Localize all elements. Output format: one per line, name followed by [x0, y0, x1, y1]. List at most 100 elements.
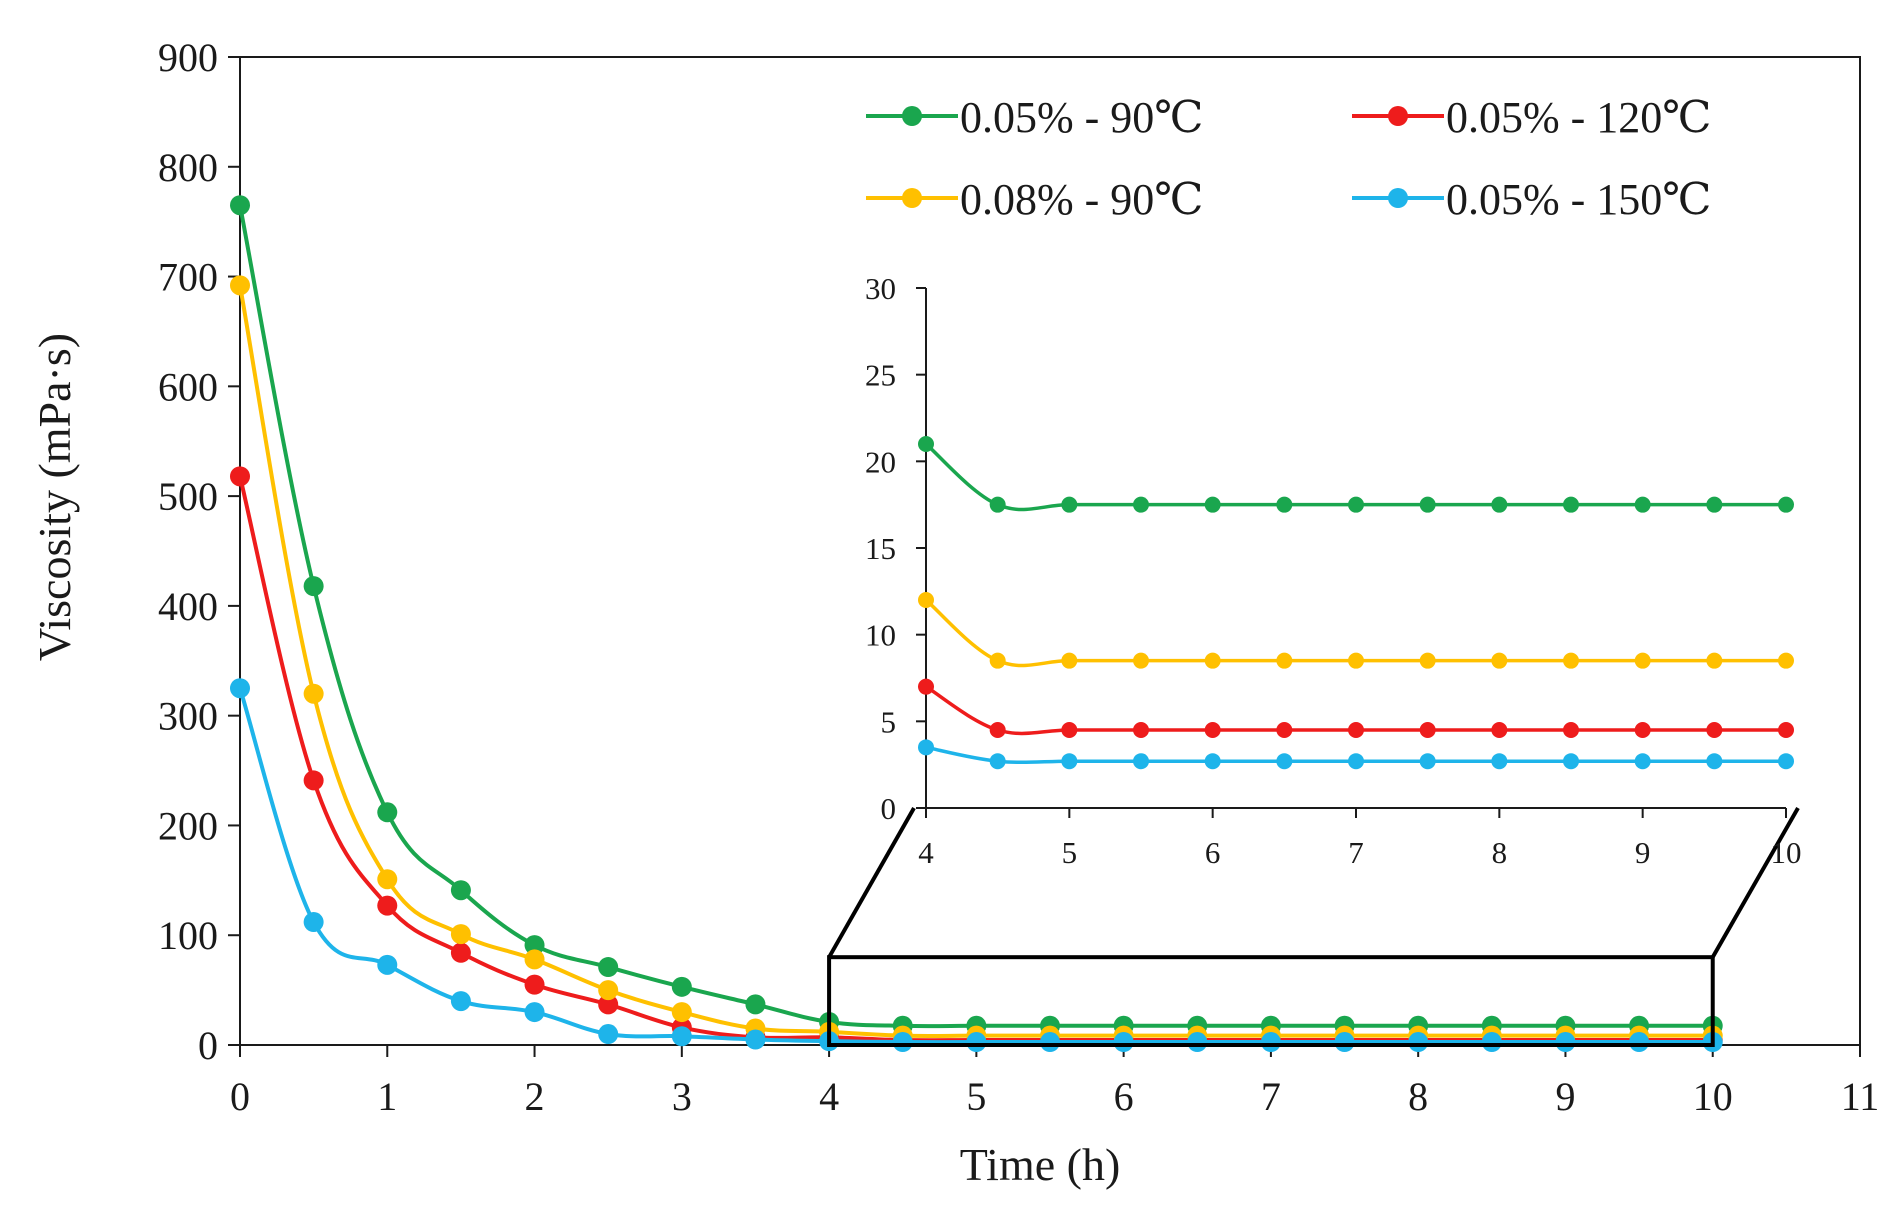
inset-data-point-0-08-90 [1634, 652, 1651, 669]
data-point-0-05-150 [1629, 1032, 1650, 1053]
inset-y-tick-label: 20 [865, 444, 896, 479]
x-tick-label: 0 [230, 1074, 250, 1119]
inset-data-point-0-05-90 [1133, 496, 1149, 513]
legend-label-0-05-90: 0.05% - 90℃ [960, 93, 1204, 142]
y-tick-label: 900 [158, 35, 218, 80]
inset-data-point-0-08-90 [989, 652, 1006, 669]
x-tick-label: 10 [1693, 1074, 1733, 1119]
data-point-0-05-150 [1408, 1032, 1429, 1053]
inset-data-point-0-08-90 [918, 592, 934, 608]
inset-data-point-0-08-90 [1778, 652, 1794, 669]
data-point-0-05-120 [377, 895, 398, 916]
inset-data-point-0-05-90 [1634, 496, 1651, 513]
x-tick-label: 5 [966, 1074, 986, 1119]
inset-data-point-0-05-150 [1276, 753, 1293, 770]
inset-data-point-0-05-150 [1204, 753, 1221, 770]
inset-data-point-0-05-150 [1634, 753, 1651, 770]
inset-data-point-0-05-90 [1491, 496, 1508, 513]
inset-data-point-0-05-150 [989, 753, 1006, 770]
inset-y-tick-label: 25 [865, 358, 896, 393]
zoom-region-box [827, 955, 1715, 1048]
data-point-0-08-90 [671, 1002, 692, 1023]
x-axis-title: Time (h) [960, 1139, 1121, 1190]
legend-marker-0-05-120 [1388, 106, 1408, 126]
inset-data-point-0-05-90 [1348, 496, 1364, 513]
inset-data-point-0-05-90 [1563, 496, 1579, 513]
data-point-0-05-90 [303, 576, 324, 597]
inset-x-tick-label: 5 [1062, 835, 1078, 870]
inset-x-tick-label: 8 [1492, 835, 1508, 870]
inset-data-point-0-05-90 [1204, 496, 1221, 513]
zoom-connector-right [1710, 807, 1800, 959]
y-tick-label: 500 [158, 474, 218, 519]
inset-data-point-0-08-90 [1276, 652, 1293, 669]
data-point-0-05-120 [524, 974, 545, 995]
data-point-0-05-120 [303, 770, 324, 791]
x-tick-label: 4 [819, 1074, 839, 1119]
data-point-0-05-90 [671, 976, 692, 997]
inset-data-point-0-05-150 [1348, 753, 1364, 770]
data-point-0-05-150 [892, 1032, 913, 1053]
series-line-0-05-90 [238, 204, 1713, 1029]
legend-label-0-08-90: 0.08% - 90℃ [960, 175, 1204, 224]
data-point-0-05-150 [377, 954, 398, 975]
y-tick-label: 400 [158, 584, 218, 629]
inset-data-point-0-05-120 [1563, 722, 1579, 738]
legend-marker-0-08-90 [902, 188, 922, 208]
data-point-0-08-90 [377, 869, 398, 890]
data-point-0-05-120 [230, 466, 250, 487]
inset-plot: 0 5 10 15 20 25 30 4 5 6 7 8 9 10 [865, 271, 1802, 870]
data-point-0-08-90 [598, 980, 619, 1001]
inset-y-tick-label: 0 [881, 791, 897, 826]
y-tick-label: 100 [158, 913, 218, 958]
x-tick-label: 2 [525, 1074, 545, 1119]
inset-data-point-0-05-150 [1061, 753, 1078, 770]
data-point-0-05-150 [1260, 1032, 1281, 1053]
data-point-0-05-120 [598, 994, 619, 1015]
inset-x-tick-label: 7 [1348, 835, 1364, 870]
y-tick-label: 800 [158, 145, 218, 190]
y-tick-label: 300 [158, 694, 218, 739]
inset-data-point-0-08-90 [1204, 652, 1221, 669]
inset-data-point-0-05-120 [1491, 722, 1508, 738]
inset-data-point-0-05-90 [1276, 496, 1293, 513]
x-tick-label: 7 [1261, 1074, 1281, 1119]
legend-label-0-05-150: 0.05% - 150℃ [1446, 175, 1712, 224]
y-tick-label: 700 [158, 255, 218, 300]
data-point-0-05-150 [1040, 1032, 1060, 1053]
data-point-0-08-90 [230, 275, 250, 296]
data-point-0-05-150 [1481, 1032, 1502, 1053]
inset-data-point-0-05-150 [1133, 753, 1149, 770]
inset-y-tick-label: 30 [865, 271, 896, 306]
inset-data-point-0-05-120 [1204, 722, 1221, 738]
data-point-0-08-90 [524, 949, 545, 970]
inset-data-point-0-05-120 [1133, 722, 1149, 738]
inset-data-point-0-08-90 [1491, 652, 1508, 669]
inset-data-point-0-08-90 [1706, 652, 1723, 669]
inset-data-point-0-08-90 [1133, 652, 1149, 669]
data-point-0-05-150 [1113, 1032, 1134, 1053]
inset-y-tick-label: 15 [865, 531, 896, 566]
inset-data-point-0-08-90 [1348, 652, 1364, 669]
inset-data-point-0-05-120 [1348, 722, 1364, 738]
data-point-0-05-150 [524, 1002, 545, 1023]
inset-data-point-0-05-120 [1276, 722, 1293, 738]
legend-marker-0-05-90 [902, 106, 922, 126]
data-point-0-05-150 [671, 1026, 692, 1047]
inset-data-point-0-05-150 [1706, 753, 1723, 770]
inset-data-point-0-05-120 [1419, 722, 1436, 738]
y-tick-label: 0 [198, 1023, 218, 1068]
y-tick-label: 200 [158, 803, 218, 848]
legend-marker-0-05-150 [1388, 188, 1408, 208]
inset-data-point-0-05-120 [989, 722, 1006, 738]
inset-x-tick-label: 6 [1205, 835, 1221, 870]
inset-x-tick-label: 9 [1635, 835, 1651, 870]
inset-data-point-0-05-150 [1491, 753, 1508, 770]
x-tick-label: 1 [377, 1074, 397, 1119]
inset-data-point-0-05-90 [1706, 496, 1723, 513]
data-point-0-05-90 [524, 935, 545, 956]
data-point-0-05-150 [1555, 1032, 1576, 1053]
data-point-0-05-150 [450, 991, 471, 1012]
